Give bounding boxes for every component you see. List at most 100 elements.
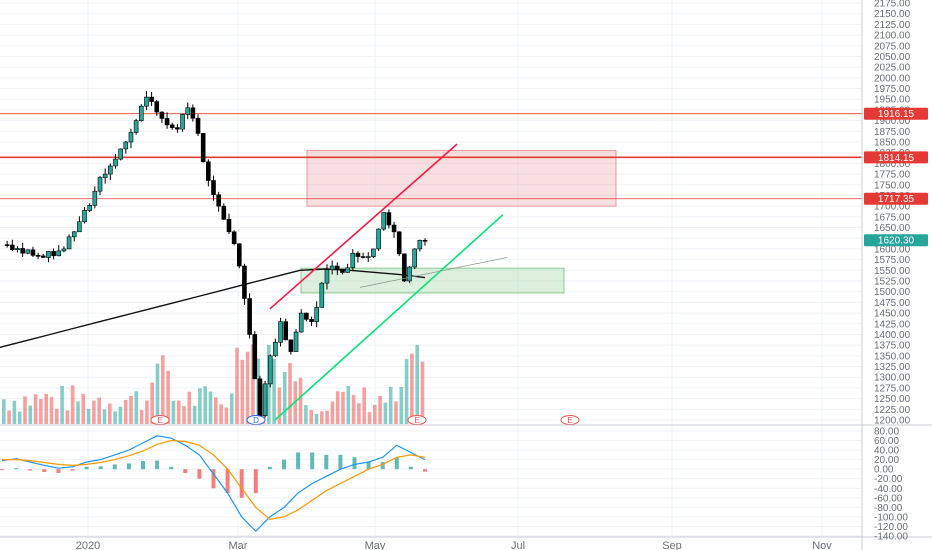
candle-body bbox=[309, 319, 314, 322]
candle-body bbox=[371, 248, 376, 257]
candle-body bbox=[61, 248, 67, 252]
price-tick-label: 1500.00 bbox=[874, 287, 911, 298]
volume-bar bbox=[118, 406, 123, 424]
volume-bar bbox=[155, 363, 160, 424]
macd-histogram-bar bbox=[394, 457, 399, 470]
volume-bar bbox=[314, 413, 319, 424]
macd-histogram-bar bbox=[14, 468, 19, 470]
candle-body bbox=[298, 312, 304, 333]
macd-histogram-bar bbox=[84, 466, 89, 470]
macd-tick-label: 40.00 bbox=[874, 446, 899, 457]
volume-bar bbox=[341, 391, 345, 424]
candle-body bbox=[154, 101, 160, 113]
candle-body bbox=[175, 127, 180, 130]
macd-histogram-bar bbox=[239, 469, 244, 498]
macd-tick-label: -20.00 bbox=[874, 474, 903, 485]
price-badge bbox=[864, 107, 928, 120]
trendline-thin bbox=[359, 257, 508, 288]
volume-bar bbox=[129, 395, 133, 424]
price-tick-label: 2000.00 bbox=[874, 73, 911, 84]
volume-bar bbox=[367, 411, 372, 424]
volume-bar bbox=[235, 347, 239, 424]
volume-bar bbox=[150, 382, 154, 424]
volume-bar bbox=[92, 400, 96, 424]
price-tick-label: 1350.00 bbox=[874, 351, 911, 362]
candle-body bbox=[92, 190, 98, 206]
candle-body bbox=[144, 96, 149, 107]
candle-body bbox=[133, 120, 139, 133]
volume-bar bbox=[267, 344, 271, 424]
candle-body bbox=[108, 165, 113, 175]
macd-histogram-bar bbox=[126, 463, 131, 470]
candle-body bbox=[262, 383, 268, 417]
volume-bar bbox=[108, 403, 112, 424]
candle-body bbox=[417, 239, 423, 250]
volume-bar bbox=[97, 397, 101, 424]
volume-bar bbox=[33, 394, 38, 424]
candle-body bbox=[319, 282, 325, 308]
volume-bar bbox=[325, 410, 329, 424]
volume-bar bbox=[76, 401, 80, 424]
candle-body bbox=[236, 243, 242, 267]
macd-tick-label: -120.00 bbox=[874, 522, 908, 533]
volume-bar bbox=[208, 391, 213, 424]
volume-bar bbox=[139, 409, 144, 424]
candle-body bbox=[102, 173, 108, 178]
candle-body bbox=[314, 307, 319, 322]
price-tick-label: 2150.00 bbox=[874, 9, 911, 20]
volume-bar bbox=[277, 387, 282, 424]
volume-bar bbox=[399, 387, 404, 424]
macd-histogram-bar bbox=[253, 469, 258, 494]
candle-body bbox=[257, 378, 263, 417]
candle-body bbox=[288, 339, 294, 352]
volume-bar bbox=[388, 386, 393, 424]
volume-bar bbox=[55, 408, 59, 424]
candle-body bbox=[159, 111, 165, 119]
price-tick-label: 1900.00 bbox=[874, 116, 911, 127]
volume-bar bbox=[17, 411, 22, 424]
macd-series-line bbox=[1, 435, 426, 533]
price-tick-label: 1300.00 bbox=[874, 373, 911, 384]
candle-body bbox=[242, 265, 247, 299]
macd-histogram-bar bbox=[225, 469, 230, 494]
macd-histogram-bar bbox=[28, 469, 33, 471]
price-tick-label: 1775.00 bbox=[874, 170, 911, 181]
candle-body bbox=[396, 231, 402, 255]
candle-body bbox=[360, 256, 366, 258]
volume-bar bbox=[240, 359, 245, 424]
volume-bar bbox=[335, 391, 340, 424]
macd-histogram-bar bbox=[380, 462, 385, 470]
volume-bar bbox=[187, 391, 192, 424]
macd-series-line bbox=[2, 439, 426, 520]
volume-bar bbox=[49, 397, 54, 424]
macd-histogram-bar bbox=[267, 466, 272, 470]
candle-body bbox=[82, 210, 87, 223]
macd-histogram-bar bbox=[338, 454, 343, 470]
candle-body bbox=[221, 205, 227, 220]
macd-histogram-bar bbox=[155, 460, 160, 470]
horizontal-levels bbox=[0, 113, 862, 200]
price-tick-label: 2125.00 bbox=[874, 20, 911, 31]
price-badge-label: 1814.15 bbox=[878, 153, 915, 164]
event-marker-label: D bbox=[253, 416, 259, 425]
price-tick-label: 1750.00 bbox=[874, 180, 911, 191]
volume-bar bbox=[373, 404, 377, 424]
candle-body bbox=[97, 177, 103, 192]
candle-body bbox=[180, 114, 185, 130]
price-zone bbox=[306, 150, 617, 207]
candle-body bbox=[211, 180, 216, 196]
trendline bbox=[274, 214, 504, 421]
price-tick-label: 1325.00 bbox=[874, 362, 911, 373]
macd-histogram-bar bbox=[197, 469, 202, 479]
price-tick-label: 1450.00 bbox=[874, 309, 911, 320]
price-tick-label: 1275.00 bbox=[874, 383, 911, 394]
macd-histogram-bar bbox=[98, 466, 103, 470]
volume-bars bbox=[2, 344, 425, 424]
candle-body bbox=[365, 256, 371, 258]
price-badges: 1916.15 1814.15 1717.35 1620.30 bbox=[864, 107, 928, 247]
candle-body bbox=[77, 221, 82, 233]
candle-body bbox=[391, 224, 397, 233]
volume-bar bbox=[203, 386, 207, 424]
candle-body bbox=[329, 265, 335, 270]
macd-tick-label: -100.00 bbox=[874, 512, 908, 523]
